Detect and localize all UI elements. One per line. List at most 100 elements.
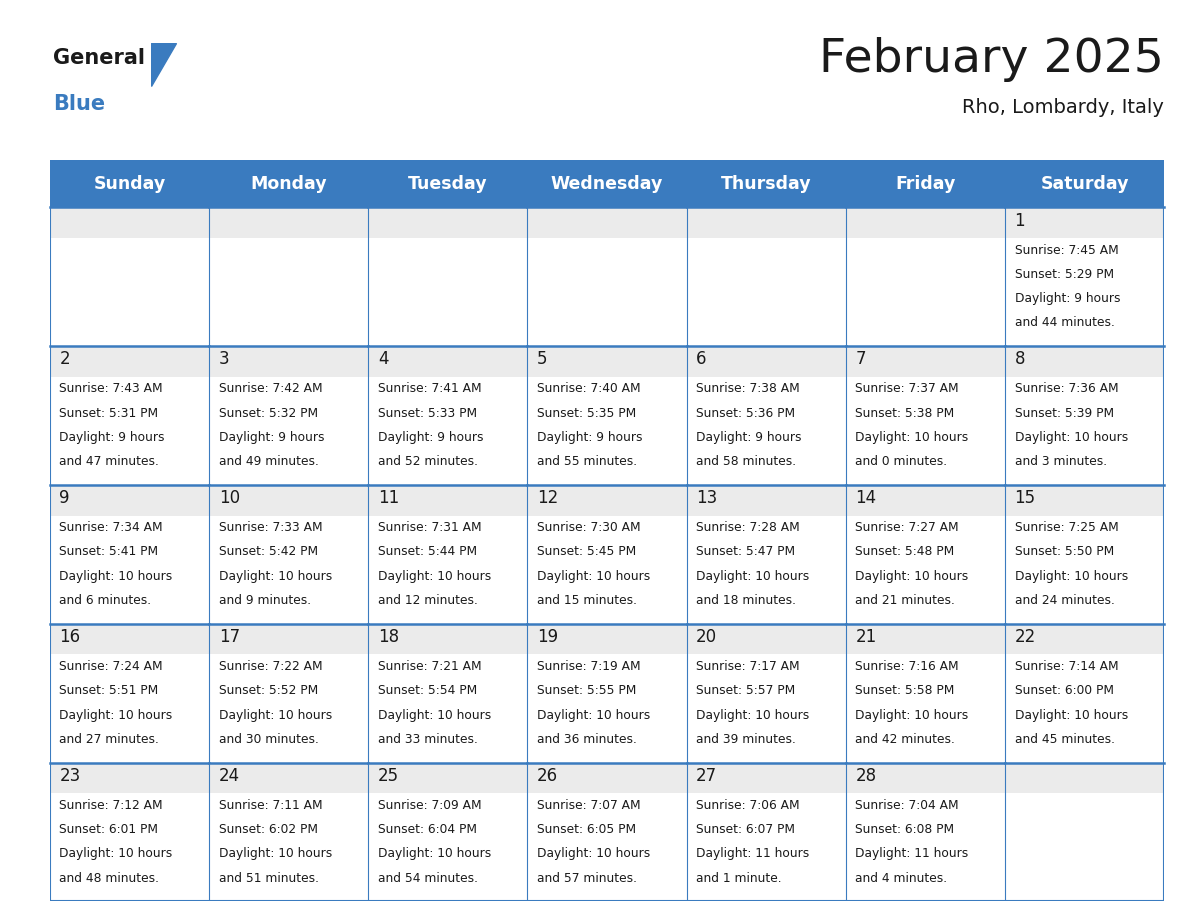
Bar (687, 763, 846, 793)
Text: February 2025: February 2025 (820, 37, 1164, 82)
Bar (527, 346, 687, 376)
Text: and 42 minutes.: and 42 minutes. (855, 733, 955, 745)
Text: and 15 minutes.: and 15 minutes. (537, 594, 637, 607)
Text: 21: 21 (855, 628, 877, 646)
Bar (846, 346, 1005, 376)
Text: Sunset: 5:48 PM: Sunset: 5:48 PM (855, 545, 955, 558)
Text: Daylight: 10 hours: Daylight: 10 hours (696, 709, 809, 722)
Text: Sunrise: 7:42 AM: Sunrise: 7:42 AM (219, 383, 322, 396)
Text: 3: 3 (219, 351, 229, 368)
Bar (209, 207, 368, 238)
Text: Daylight: 10 hours: Daylight: 10 hours (855, 431, 968, 444)
Text: and 39 minutes.: and 39 minutes. (696, 733, 796, 745)
Text: and 9 minutes.: and 9 minutes. (219, 594, 311, 607)
Text: Daylight: 9 hours: Daylight: 9 hours (537, 431, 643, 444)
Text: Daylight: 10 hours: Daylight: 10 hours (59, 709, 172, 722)
Text: Tuesday: Tuesday (407, 174, 488, 193)
Text: Sunrise: 7:19 AM: Sunrise: 7:19 AM (537, 660, 640, 673)
Text: Sunset: 5:29 PM: Sunset: 5:29 PM (1015, 268, 1113, 281)
Text: and 18 minutes.: and 18 minutes. (696, 594, 796, 607)
Text: Sunset: 6:01 PM: Sunset: 6:01 PM (59, 823, 158, 836)
Bar (1005, 624, 1164, 655)
Text: Sunset: 6:04 PM: Sunset: 6:04 PM (378, 823, 476, 836)
Text: Sunset: 5:33 PM: Sunset: 5:33 PM (378, 407, 476, 420)
Text: Sunset: 5:58 PM: Sunset: 5:58 PM (855, 684, 955, 698)
Text: Daylight: 10 hours: Daylight: 10 hours (1015, 709, 1127, 722)
Text: and 1 minute.: and 1 minute. (696, 871, 782, 885)
Text: Sunrise: 7:34 AM: Sunrise: 7:34 AM (59, 521, 163, 534)
Text: 26: 26 (537, 767, 558, 785)
Text: Sunset: 5:42 PM: Sunset: 5:42 PM (219, 545, 317, 558)
Text: Daylight: 9 hours: Daylight: 9 hours (59, 431, 165, 444)
Text: Sunrise: 7:04 AM: Sunrise: 7:04 AM (855, 799, 959, 812)
Text: Daylight: 10 hours: Daylight: 10 hours (855, 570, 968, 583)
Text: Sunrise: 7:16 AM: Sunrise: 7:16 AM (855, 660, 959, 673)
Bar (368, 346, 527, 376)
Text: Sunset: 5:51 PM: Sunset: 5:51 PM (59, 684, 159, 698)
Text: and 6 minutes.: and 6 minutes. (59, 594, 152, 607)
Text: 7: 7 (855, 351, 866, 368)
Text: 18: 18 (378, 628, 399, 646)
Text: Sunrise: 7:38 AM: Sunrise: 7:38 AM (696, 383, 800, 396)
Text: and 12 minutes.: and 12 minutes. (378, 594, 478, 607)
Polygon shape (151, 43, 176, 86)
Text: and 54 minutes.: and 54 minutes. (378, 871, 478, 885)
Text: Sunset: 5:38 PM: Sunset: 5:38 PM (855, 407, 955, 420)
Text: Daylight: 9 hours: Daylight: 9 hours (696, 431, 802, 444)
Text: Sunday: Sunday (94, 174, 165, 193)
Text: 11: 11 (378, 489, 399, 508)
Text: Daylight: 10 hours: Daylight: 10 hours (219, 570, 331, 583)
Text: Daylight: 10 hours: Daylight: 10 hours (378, 847, 491, 860)
Text: Sunrise: 7:07 AM: Sunrise: 7:07 AM (537, 799, 640, 812)
Text: 17: 17 (219, 628, 240, 646)
Text: Sunset: 5:32 PM: Sunset: 5:32 PM (219, 407, 317, 420)
Text: and 36 minutes.: and 36 minutes. (537, 733, 637, 745)
Text: Sunset: 5:55 PM: Sunset: 5:55 PM (537, 684, 637, 698)
Text: Daylight: 10 hours: Daylight: 10 hours (378, 709, 491, 722)
Text: Sunset: 5:50 PM: Sunset: 5:50 PM (1015, 545, 1114, 558)
Bar (846, 763, 1005, 793)
Text: and 45 minutes.: and 45 minutes. (1015, 733, 1114, 745)
Text: 2: 2 (59, 351, 70, 368)
Text: Sunrise: 7:24 AM: Sunrise: 7:24 AM (59, 660, 163, 673)
Bar (687, 346, 846, 376)
Text: Daylight: 10 hours: Daylight: 10 hours (855, 709, 968, 722)
Text: Daylight: 10 hours: Daylight: 10 hours (59, 847, 172, 860)
Bar (687, 485, 846, 516)
Text: Sunset: 6:08 PM: Sunset: 6:08 PM (855, 823, 954, 836)
Text: and 3 minutes.: and 3 minutes. (1015, 455, 1107, 468)
Text: Daylight: 10 hours: Daylight: 10 hours (1015, 431, 1127, 444)
Text: Sunrise: 7:36 AM: Sunrise: 7:36 AM (1015, 383, 1118, 396)
Text: and 27 minutes.: and 27 minutes. (59, 733, 159, 745)
Text: Sunrise: 7:17 AM: Sunrise: 7:17 AM (696, 660, 800, 673)
Text: Blue: Blue (53, 94, 106, 114)
Text: Sunset: 5:41 PM: Sunset: 5:41 PM (59, 545, 158, 558)
Text: 4: 4 (378, 351, 388, 368)
Text: and 0 minutes.: and 0 minutes. (855, 455, 948, 468)
Text: 25: 25 (378, 767, 399, 785)
Text: Sunset: 6:02 PM: Sunset: 6:02 PM (219, 823, 317, 836)
Bar (527, 763, 687, 793)
Text: Daylight: 10 hours: Daylight: 10 hours (219, 847, 331, 860)
Text: Daylight: 10 hours: Daylight: 10 hours (1015, 570, 1127, 583)
Bar (846, 207, 1005, 238)
Text: Sunrise: 7:45 AM: Sunrise: 7:45 AM (1015, 243, 1118, 256)
Text: Daylight: 11 hours: Daylight: 11 hours (696, 847, 809, 860)
Text: 24: 24 (219, 767, 240, 785)
Text: Daylight: 10 hours: Daylight: 10 hours (537, 570, 650, 583)
Text: Sunrise: 7:40 AM: Sunrise: 7:40 AM (537, 383, 640, 396)
Text: 15: 15 (1015, 489, 1036, 508)
Text: and 44 minutes.: and 44 minutes. (1015, 317, 1114, 330)
Bar (50, 346, 209, 376)
Text: Sunset: 5:47 PM: Sunset: 5:47 PM (696, 545, 795, 558)
Bar (1005, 346, 1164, 376)
Text: and 51 minutes.: and 51 minutes. (219, 871, 318, 885)
Text: Sunset: 6:00 PM: Sunset: 6:00 PM (1015, 684, 1113, 698)
Text: and 33 minutes.: and 33 minutes. (378, 733, 478, 745)
Text: Sunrise: 7:06 AM: Sunrise: 7:06 AM (696, 799, 800, 812)
Bar (687, 207, 846, 238)
Text: Daylight: 10 hours: Daylight: 10 hours (537, 847, 650, 860)
Text: Sunrise: 7:43 AM: Sunrise: 7:43 AM (59, 383, 163, 396)
Text: and 4 minutes.: and 4 minutes. (855, 871, 948, 885)
Bar (368, 207, 527, 238)
